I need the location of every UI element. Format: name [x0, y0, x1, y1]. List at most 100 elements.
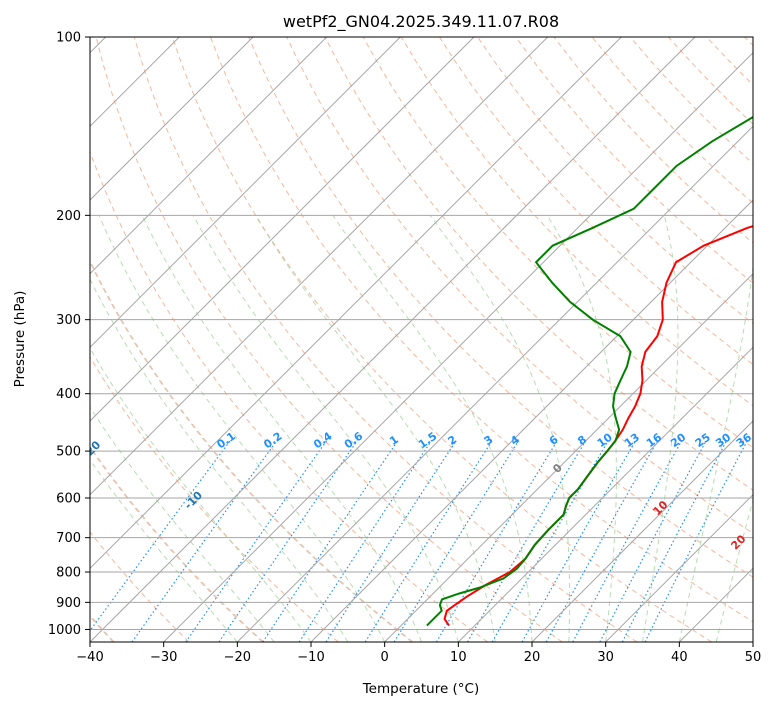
mixing-ratio-line [466, 440, 587, 642]
dry-adiabat-line [90, 531, 190, 642]
x-tick-label: −10 [297, 650, 324, 665]
dry-adiabat-line [90, 356, 339, 642]
moist-adiabat-line [90, 347, 312, 642]
dry-adiabat-line [210, 37, 753, 623]
mixing-ratio-line [131, 440, 278, 642]
mixing-ratio-label: 2 [446, 433, 460, 448]
mixing-ratio-label: 6 [547, 433, 561, 448]
dry-adiabat-label: -30 [0, 388, 13, 411]
isotherm-line [678, 567, 753, 642]
dry-adiabat-line [90, 259, 414, 642]
dry-adiabat-labels: -100-90-80-70-60-50-40-30-20-10 [0, 388, 205, 512]
y-tick-label: 900 [56, 596, 81, 611]
dry-adiabat-line [248, 37, 753, 578]
moist-adiabat-line [715, 498, 753, 642]
background-reference-lines [90, 37, 753, 642]
moist-adiabat-line [90, 278, 349, 642]
mixing-ratio-line [599, 440, 707, 642]
mixing-ratio-line [298, 440, 432, 642]
y-tick-label: 500 [56, 445, 81, 460]
isotherm-line [90, 37, 549, 496]
profile-series [426, 115, 753, 627]
mixing-ratio-line [521, 440, 637, 642]
y-tick-label: 600 [56, 492, 81, 507]
isotherm-line [384, 272, 753, 642]
mixing-ratio-line [262, 440, 399, 642]
y-tick-label: 100 [56, 31, 81, 46]
dry-adiabat-line [133, 37, 638, 642]
mixing-ratio-line [572, 440, 683, 642]
x-tick-label: 10 [450, 650, 467, 665]
chart-title: wetPf2_GN04.2025.349.11.07.R08 [283, 12, 559, 32]
dry-adiabat-line [400, 37, 753, 407]
profile-line-2 [426, 115, 753, 627]
moist-adiabat-line [678, 263, 753, 642]
outer-adiabat-line [90, 261, 413, 642]
mixing-ratio-line [185, 440, 328, 642]
dry-adiabat-label: -20 [80, 438, 103, 461]
dry-adiabat-line [744, 37, 753, 47]
moist-adiabat-line [255, 215, 496, 642]
mixing-ratio-label: 4 [508, 433, 522, 448]
isotherm-line [310, 199, 753, 642]
y-axis-label: Pressure (hPa) [12, 291, 28, 388]
mixing-ratio-line [364, 440, 493, 642]
dry-adiabat-line [90, 150, 488, 642]
y-tick-label: 1000 [48, 623, 81, 638]
profile-line-1 [443, 225, 753, 627]
y-tick-label: 700 [56, 531, 81, 546]
moist-adiabat-line [192, 215, 459, 642]
isotherm-line [163, 51, 753, 642]
mixing-ratio-label: 16 [644, 430, 664, 450]
mixing-ratio-label: 3 [482, 433, 496, 448]
mixing-ratio-label: 10 [595, 430, 615, 450]
mixing-ratio-line [218, 440, 358, 642]
dry-adiabat-line [515, 37, 753, 284]
x-axis: −40 −30 −20 −10 0 10 20 30 40 50 [76, 642, 761, 665]
mixing-ratio-label: 0.6 [342, 429, 366, 451]
moist-adiabat-line [546, 215, 617, 642]
dry-adiabat-line [668, 37, 753, 125]
dry-adiabat-line [171, 37, 712, 642]
isotherm-line [752, 641, 753, 642]
mixing-ratio-label: 0.2 [261, 429, 284, 451]
isotherm-line [90, 37, 696, 642]
x-tick-label: 30 [597, 650, 614, 665]
y-axis: 100 200 300 400 500 600 700 800 900 1000 [48, 31, 90, 638]
dry-adiabat-line [706, 37, 753, 86]
x-axis-label: Temperature (°C) [362, 681, 480, 697]
isotherm-line [531, 420, 753, 642]
mixing-ratio-label: 0.1 [215, 429, 238, 451]
mixing-ratio-line [393, 440, 520, 642]
outer-adiabat-line [90, 446, 263, 642]
moist-adiabat-line [141, 215, 422, 642]
dry-adiabat-line [90, 445, 264, 642]
isotherm-line [236, 125, 753, 642]
dry-adiabat-line [95, 37, 563, 642]
mixing-ratio-label: 36 [734, 430, 754, 450]
moist-adiabat-label: 20 [728, 532, 748, 552]
y-tick-label: 300 [56, 313, 81, 328]
mixing-ratio-line [621, 440, 728, 642]
y-tick-label: 400 [56, 387, 81, 402]
moist-adiabat-line [752, 640, 753, 642]
dry-adiabat-line [591, 37, 753, 204]
moist-adiabat-line [642, 215, 679, 642]
moist-adiabat-line [90, 406, 275, 642]
isotherm-line [90, 37, 622, 570]
x-tick-label: −20 [224, 650, 251, 665]
moist-adiabat-line [332, 215, 533, 642]
isotherm-line [90, 37, 328, 275]
moist-adiabat-label: 10 [650, 498, 670, 518]
x-tick-label: −40 [76, 650, 103, 665]
dry-adiabat-line [439, 37, 753, 366]
dry-adiabat-label: -10 [182, 489, 205, 512]
mixing-ratio-label: 25 [693, 431, 713, 450]
y-tick-label: 200 [56, 209, 81, 224]
x-tick-label: 50 [745, 650, 762, 665]
mixing-ratio-line [545, 440, 659, 642]
plot-frame [89, 36, 754, 643]
x-tick-label: 0 [381, 650, 389, 665]
